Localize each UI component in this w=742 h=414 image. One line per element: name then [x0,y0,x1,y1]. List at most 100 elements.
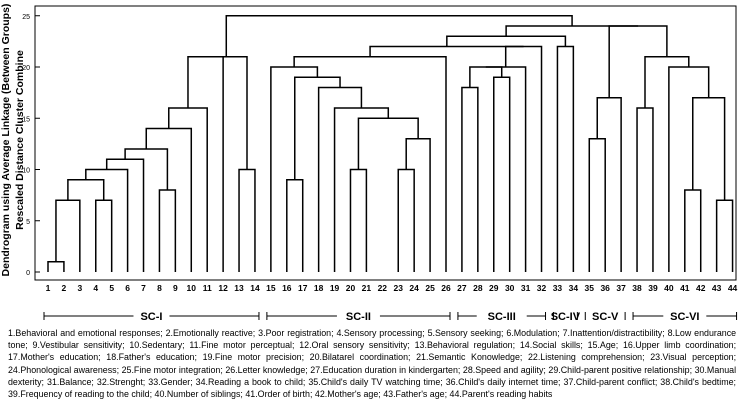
dendrogram-link [493,76,511,272]
dendrogram-link [225,15,573,57]
legend-entry: 39.Frequency of reading to the child; [8,389,153,400]
plot-frame [34,5,737,281]
legend-entry: 5.Sensory seeking; [427,328,504,338]
legend-entry: 16.Upper limb coordination; [622,340,737,351]
leaf-label: 24 [409,283,419,293]
cluster-label: SC-IV [551,311,581,323]
legend-entry: 21.Semantic Konowledge; [416,352,523,363]
leaf-label: 11 [203,283,212,293]
dendrogram-link [608,25,668,98]
legend-entry: 33.Gender; [148,376,193,387]
legend-entry: 41.Order of birth; [245,389,313,400]
dendrogram-link [715,199,734,272]
dendrogram-link [286,179,304,272]
dendrogram-link [349,168,368,272]
legend-entry: 13.Behavioral regulation; [414,340,516,351]
leaf-label: 41 [680,283,690,293]
leaf-label: 12 [218,283,228,293]
dendrogram-link [596,97,622,272]
legend-entry: 1.Behavioral and emotional responses; [8,328,163,338]
legend-entry: 35.Child's daily TV watching time; [308,376,443,387]
dendrogram-link [187,56,224,272]
cluster-label: SC-V [592,311,619,323]
legend-entry: 26.Letter knowledge; [225,364,308,375]
leaf-label: 9 [173,283,178,293]
leaf-label: 26 [441,283,451,293]
legend-entry: 3.Poor registration; [258,328,334,338]
y-axis-ticks: 0 5 10 15 20 25 [22,14,40,277]
variable-legend: 1.Behavioral and emotional responses; 2.… [8,327,736,400]
dendrogram-link [692,97,726,201]
y-tick-label: 25 [22,14,30,21]
dendrogram-link [461,86,479,272]
leaf-label: 20 [346,283,356,293]
legend-entry: 19.Fine motor precision; [202,352,305,363]
y-axis-subtitle: Rescaled Distance Cluster Combine [14,50,26,230]
dendrogram-link [317,86,363,272]
dendrogram-link [95,199,113,272]
dendrogram-link [293,56,447,272]
legend-entry: 42.Mother's age; [314,389,381,400]
dendrogram-link [85,168,129,272]
legend-entry: 28.Speed and agility; [462,364,546,375]
leaf-label: 23 [394,283,404,293]
leaf-label: 43 [712,283,722,293]
leaf-label: 40 [664,283,674,293]
legend-entry: 7.Inattention/distractibility; [562,328,665,338]
dendrogram-link [446,35,567,47]
leaf-label: 16 [282,283,292,293]
leaf-label: 36 [600,283,610,293]
dendrogram-link [67,179,105,201]
legend-entry: 38.Child's bedtime; [660,376,737,387]
dendrogram-link [644,56,690,108]
dendrogram-link [505,25,639,37]
leaf-label: 30 [505,283,515,293]
leaf-label: 17 [298,283,308,293]
y-tick-label: 15 [22,116,30,123]
leaf-label: 35 [585,283,595,293]
y-tick-label: 10 [22,168,30,175]
dendrogram-link [145,127,193,272]
legend-entry: 8.Low endurance tone; [8,328,737,351]
leaf-label: 10 [187,283,197,293]
dendrogram-link [504,45,543,272]
legend-entry: 2.Emotionally reactive; [165,328,256,338]
leaf-label: 44 [728,283,738,293]
dendrogram-link [485,66,527,272]
legend-entry: 17.Mother's education; [8,352,101,363]
dendrogram-link [294,76,341,180]
cluster-label: SC-III [488,311,516,323]
dendrogram-link [47,261,65,272]
legend-entry: 22.Listening comprehension; [527,352,645,363]
leaf-label: 33 [553,283,563,293]
dendrogram-link [405,138,431,272]
leaf-label: 8 [157,283,162,293]
leaf-label: 13 [234,283,244,293]
dendrogram-link [124,148,169,190]
dendrogram-link [369,45,524,57]
leaf-label: 25 [425,283,435,293]
leaf-label: 1 [46,283,51,293]
dendrogram-link [205,56,248,170]
leaf-label: 37 [616,283,626,293]
legend-entry: 11.Fine motor perceptual; [189,340,295,351]
legend-entry: 10.Sedentary; [129,340,185,351]
legend-entry: 14.Social skills; [519,340,583,351]
cluster-label: SC-I [140,311,162,323]
y-tick-label: 5 [26,219,30,226]
legend-entry: 29.Child-parent positive relationship; [548,364,693,375]
leaf-label: 39 [648,283,658,293]
dendrogram-link [238,168,256,272]
leaf-label: 7 [141,283,146,293]
legend-entry: 9.Vestibular sensitivity; [32,340,125,351]
legend-entry: 27.Education duration in kindergarten; [310,364,461,375]
legend-entry: 20.Bilatarel coordination; [309,352,411,363]
legend-entry: 23.Visual perception; [650,352,737,363]
leaf-label: 28 [473,283,483,293]
leaf-label: 21 [362,283,372,293]
leaf-label: 32 [537,283,547,293]
legend-entry: 44.Parent's reading habits [449,389,553,400]
dendrogram-tree [47,15,734,272]
leaf-label: 29 [489,283,499,293]
leaf-label: 27 [457,283,467,293]
